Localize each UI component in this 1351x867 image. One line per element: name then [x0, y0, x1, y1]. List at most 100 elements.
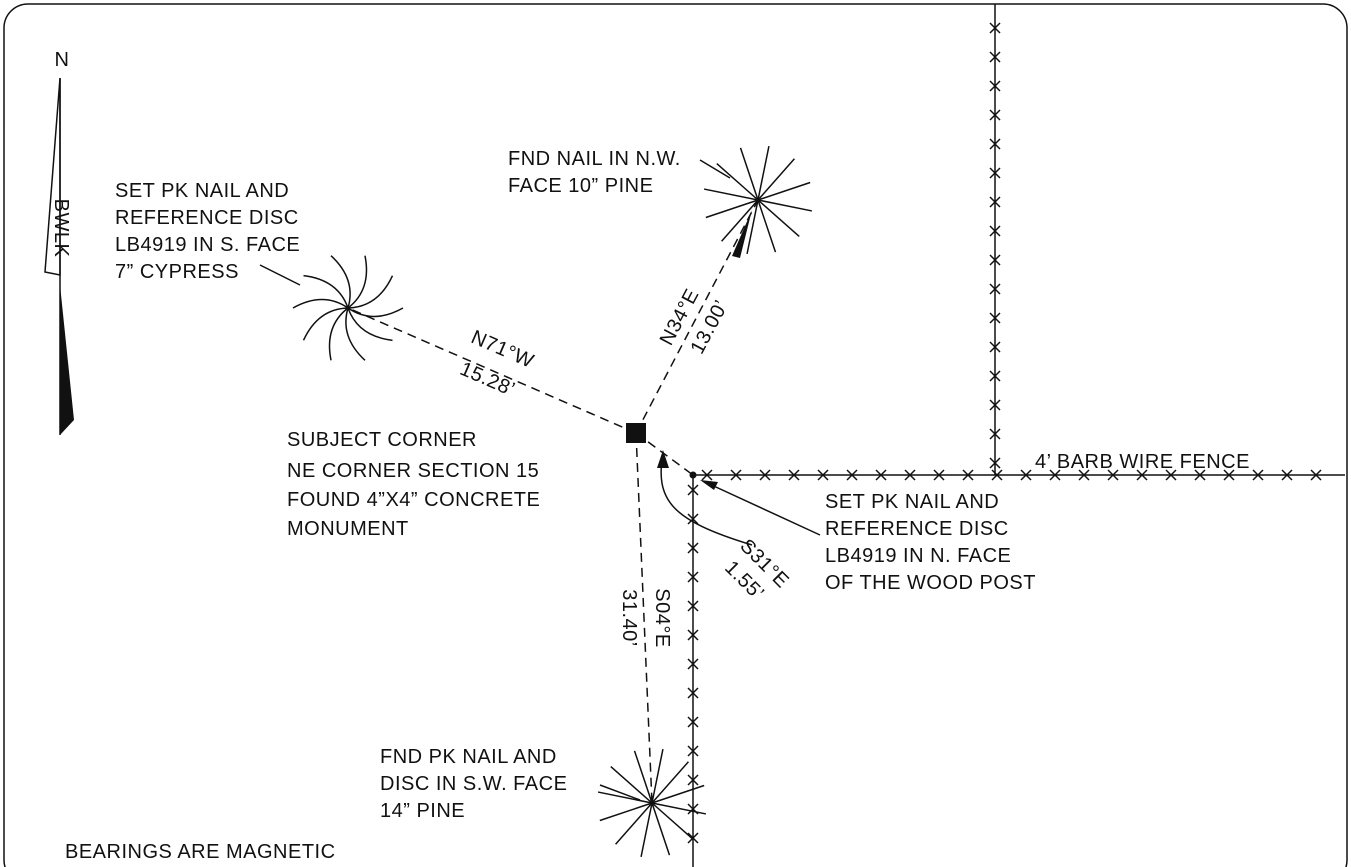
- fence-mark: [989, 341, 1001, 353]
- fence-mark: [989, 22, 1001, 34]
- tie-line: [635, 432, 653, 804]
- tree-ray: [651, 802, 707, 815]
- note-line: 14” PINE: [380, 800, 465, 822]
- tree-ray: [303, 274, 349, 309]
- fence-mark: [991, 469, 1003, 481]
- fence-mark: [989, 254, 1001, 266]
- fence-mark: [1194, 469, 1206, 481]
- fence-mark: [989, 225, 1001, 237]
- fence-mark: [989, 138, 1001, 150]
- tree-ray: [757, 199, 777, 253]
- fence-mark: [846, 469, 858, 481]
- north-arrow-bottom: [60, 285, 74, 435]
- note-line: 7” CYPRESS: [115, 261, 239, 283]
- tree-ray: [651, 748, 664, 804]
- fence-mark: [701, 469, 713, 481]
- fence-mark: [989, 312, 1001, 324]
- north-label: N: [55, 49, 70, 71]
- fence-mark: [989, 80, 1001, 92]
- note-line: DISC IN S.W. FACE: [380, 773, 567, 795]
- tree-ray: [721, 199, 759, 242]
- fence-mark: [962, 469, 974, 481]
- fence-mark: [687, 600, 699, 612]
- distance: 15.28’: [457, 358, 519, 401]
- fence-mark: [989, 428, 1001, 440]
- note-line: SET PK NAIL AND: [115, 180, 289, 202]
- tree-ray: [292, 298, 349, 309]
- subject-line: FOUND 4”X4” CONCRETE: [287, 489, 540, 511]
- fence-mark: [989, 370, 1001, 382]
- fence-mark: [687, 687, 699, 699]
- tree-ray: [739, 147, 759, 201]
- tree-ray: [757, 199, 800, 237]
- fence-mark: [788, 469, 800, 481]
- note-line: OF THE WOOD POST: [825, 572, 1036, 594]
- note-line: FND PK NAIL AND: [380, 746, 557, 768]
- tree-ray: [757, 199, 813, 212]
- tree-ray: [651, 761, 689, 804]
- note-line: FND NAIL IN N.W.: [508, 148, 681, 170]
- fence-mark: [687, 571, 699, 583]
- fence-label: 4’ BARB WIRE FENCE: [1035, 451, 1250, 473]
- tree-ray: [651, 802, 694, 840]
- leader: [660, 451, 753, 546]
- distance: 31.40’: [618, 589, 640, 647]
- fence-mark: [989, 51, 1001, 63]
- note-line: REFERENCE DISC: [115, 207, 299, 229]
- monument: [626, 423, 646, 443]
- fence-mark: [989, 109, 1001, 121]
- tree-ray: [651, 784, 705, 804]
- fence-mark: [687, 745, 699, 757]
- fence-mark: [687, 832, 699, 844]
- tree-ray: [347, 275, 394, 309]
- fence-mark: [687, 629, 699, 641]
- tree-ray: [633, 750, 653, 804]
- subject-title: SUBJECT CORNER: [287, 429, 477, 451]
- leader: [599, 784, 641, 801]
- fence-mark: [1107, 469, 1119, 481]
- tree-ray: [302, 307, 349, 341]
- tree-ray: [703, 188, 759, 201]
- border: [3, 3, 1348, 867]
- tie-line: [635, 199, 759, 434]
- fence-mark: [1281, 469, 1293, 481]
- fence-mark: [1165, 469, 1177, 481]
- footer-note: BEARINGS ARE MAGNETIC: [65, 841, 336, 863]
- tree-ray: [640, 802, 653, 858]
- tree-ray: [610, 766, 653, 804]
- fence-mark: [1252, 469, 1264, 481]
- note-line: LB4919 IN N. FACE: [825, 545, 1011, 567]
- fence-mark: [933, 469, 945, 481]
- tree-ray: [599, 802, 653, 822]
- fence-mark: [687, 513, 699, 525]
- tie-line: [347, 307, 637, 434]
- fence-mark: [687, 774, 699, 786]
- fence-mark: [687, 542, 699, 554]
- tree-ray: [615, 802, 653, 845]
- leader: [259, 264, 301, 286]
- fence-mark: [687, 484, 699, 496]
- tie-line: [635, 432, 694, 476]
- note-line: SET PK NAIL AND: [825, 491, 999, 513]
- walk-label: BWLK: [50, 199, 72, 258]
- fence-mark: [730, 469, 742, 481]
- tree-ray: [328, 307, 349, 361]
- tree-ray: [757, 145, 770, 201]
- tree-ray: [347, 255, 368, 309]
- fence-mark: [759, 469, 771, 481]
- fence-mark: [875, 469, 887, 481]
- fence-mark: [687, 658, 699, 670]
- tree-ray: [347, 307, 404, 318]
- tree-ray: [705, 199, 759, 219]
- fence-mark: [989, 283, 1001, 295]
- fence-mark: [1049, 469, 1061, 481]
- fence-mark: [904, 469, 916, 481]
- fence-mark: [989, 196, 1001, 208]
- fence-mark: [687, 716, 699, 728]
- subject-line: NE CORNER SECTION 15: [287, 460, 539, 482]
- tree-ray: [716, 163, 759, 201]
- fence-mark: [989, 457, 1001, 469]
- leader: [699, 159, 731, 179]
- tree-ray: [597, 791, 653, 804]
- arrowhead: [732, 210, 752, 258]
